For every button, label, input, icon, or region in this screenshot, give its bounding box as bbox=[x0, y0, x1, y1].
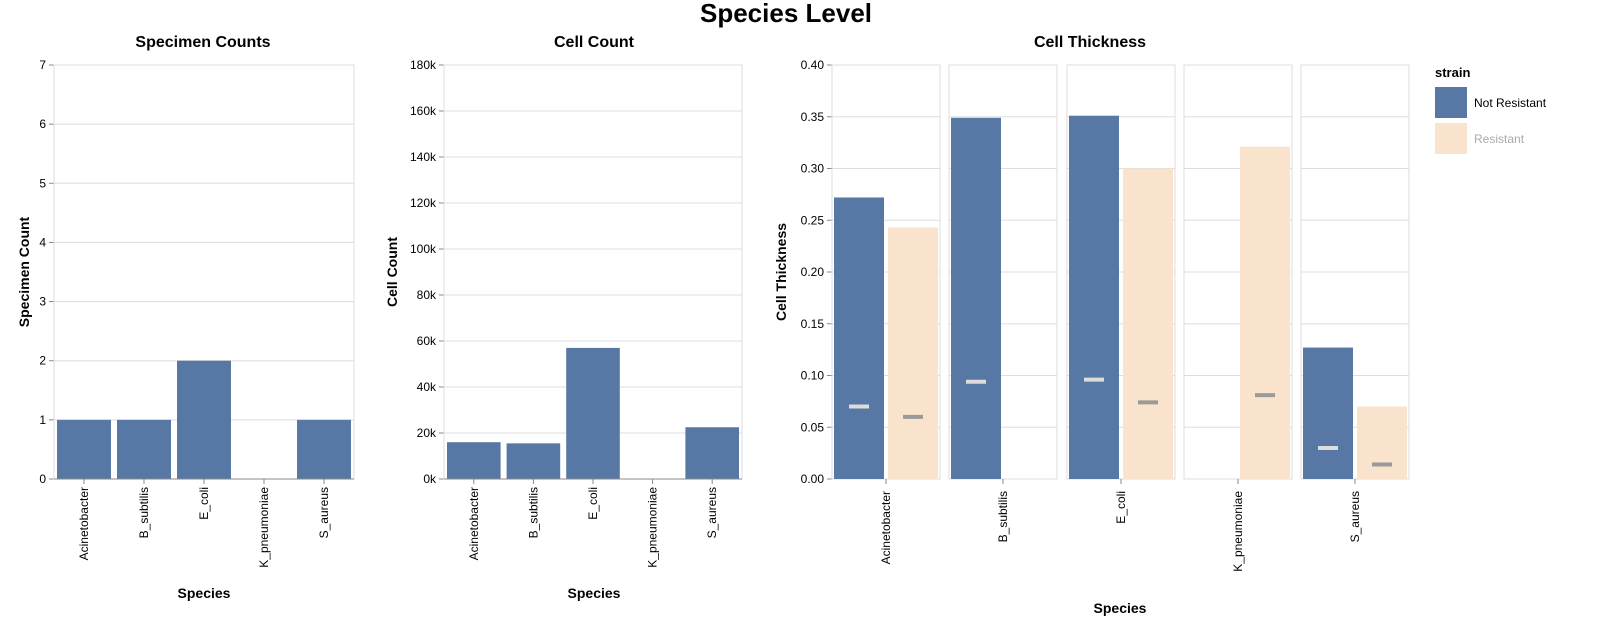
cell-thickness-y-tick-label: 0.15 bbox=[801, 317, 825, 331]
cell-count-y-tick-label: 160k bbox=[410, 104, 437, 118]
legend-title: strain bbox=[1435, 65, 1470, 80]
specimen-counts-y-axis-title: Specimen Count bbox=[16, 216, 32, 327]
cell-thickness-chart: Cell Thickness Species Cell Thickness 0.… bbox=[773, 34, 1410, 616]
cell-count-x-tick-label: K_pneumoniae bbox=[646, 487, 660, 568]
cell-count-chart: Cell Count Species Cell Count 0k 20k 40k 60… bbox=[384, 34, 743, 601]
facet-e-coli: E_coli bbox=[1066, 64, 1176, 524]
legend-swatch-not-resistant bbox=[1435, 87, 1467, 118]
cell-thickness-plot-area: 0.00 0.05 0.10 0.15 0.20 0.25 0.30 0.35 0.40 Acin… bbox=[801, 58, 1410, 572]
specimen-counts-chart: Specimen Counts Species Specimen Count 0… bbox=[16, 34, 355, 601]
cell-count-plot-area: 0k 20k 40k 60k 80k 100k 120k 140k 160k 180k Acinet… bbox=[410, 58, 743, 568]
bar-acinetobacter-resistant bbox=[888, 227, 938, 479]
bar-acinetobacter-not-resistant bbox=[834, 197, 884, 480]
cell-count-y-tick-label: 20k bbox=[417, 426, 437, 440]
cell-count-y-axis-title: Cell Count bbox=[384, 237, 400, 307]
strain-legend: strain Not Resistant Resistant bbox=[1435, 65, 1547, 154]
cell-thickness-y-tick-label: 0.20 bbox=[801, 265, 825, 279]
main-title: Species Level bbox=[700, 0, 872, 28]
cell-count-x-axis-title: Species bbox=[568, 585, 621, 601]
cell-count-y-tick-label: 120k bbox=[410, 196, 437, 210]
cell-thickness-y-tick-label: 0.40 bbox=[801, 58, 825, 72]
specimen-counts-y-tick-label: 2 bbox=[39, 354, 46, 368]
specimen-counts-y-tick-label: 0 bbox=[39, 472, 46, 486]
cell-count-y-tick-label: 180k bbox=[410, 58, 437, 72]
cell-count-y-tick-label: 140k bbox=[410, 150, 437, 164]
cell-count-x-tick-label: B_subtilis bbox=[526, 487, 540, 538]
facet-b-subtilis: B_subtilis bbox=[948, 64, 1058, 542]
cell-count-x-tick-label: Acinetobacter bbox=[467, 487, 481, 560]
bar-s-aureus-not-resistant bbox=[1303, 347, 1353, 479]
cell-thickness-x-tick-label: E_coli bbox=[1114, 491, 1128, 524]
cell-thickness-y-axis-title: Cell Thickness bbox=[773, 223, 789, 321]
bar-b-subtilis-not-resistant bbox=[951, 117, 1001, 479]
cell-count-y-tick-label: 100k bbox=[410, 242, 437, 256]
facet-s-aureus: S_aureus bbox=[1300, 64, 1410, 542]
cell-count-y-tick-label: 80k bbox=[417, 288, 437, 302]
cell-count-x-tick-label: S_aureus bbox=[705, 487, 719, 538]
bar-e-coli-not-resistant bbox=[1069, 115, 1119, 479]
cell-thickness-x-tick-label: S_aureus bbox=[1348, 491, 1362, 542]
cell-thickness-y-tick-label: 0.10 bbox=[801, 369, 825, 383]
specimen-counts-y-tick-label: 4 bbox=[39, 235, 46, 249]
cell-thickness-y-tick-label: 0.05 bbox=[801, 420, 825, 434]
legend-label-not-resistant: Not Resistant bbox=[1474, 96, 1547, 110]
specimen-counts-x-tick-label: K_pneumoniae bbox=[257, 487, 271, 568]
cell-thickness-x-tick-label: Acinetobacter bbox=[879, 491, 893, 564]
specimen-counts-bar-e-coli bbox=[177, 360, 231, 479]
cell-thickness-y-tick-label: 0.30 bbox=[801, 162, 825, 176]
specimen-counts-plot-area: 0 1 2 3 4 5 6 7 Acinetobacter B_subtilis E_coli K_p… bbox=[39, 58, 355, 568]
cell-count-bar-b-subtilis bbox=[506, 443, 561, 479]
cell-thickness-x-tick-label: K_pneumoniae bbox=[1231, 491, 1245, 572]
cell-count-x-tick-label: E_coli bbox=[586, 487, 600, 520]
specimen-counts-x-tick-label: E_coli bbox=[197, 487, 211, 520]
specimen-counts-bar-b-subtilis bbox=[117, 419, 171, 479]
bar-k-pneumoniae-resistant bbox=[1240, 146, 1290, 479]
cell-thickness-y-tick-label: 0.35 bbox=[801, 110, 825, 124]
facet-k-pneumoniae: K_pneumoniae bbox=[1183, 64, 1293, 572]
specimen-counts-bar-acinetobacter bbox=[57, 419, 111, 479]
cell-thickness-title: Cell Thickness bbox=[1034, 34, 1146, 51]
specimen-counts-x-tick-label: B_subtilis bbox=[137, 487, 151, 538]
cell-count-bar-e-coli bbox=[566, 347, 620, 479]
cell-count-y-tick-label: 60k bbox=[417, 334, 437, 348]
specimen-counts-y-tick-label: 3 bbox=[39, 295, 46, 309]
specimen-counts-x-tick-label: S_aureus bbox=[317, 487, 331, 538]
specimen-counts-x-tick-label: Acinetobacter bbox=[77, 487, 91, 560]
bar-s-aureus-resistant bbox=[1357, 406, 1407, 479]
specimen-counts-y-tick-label: 7 bbox=[39, 58, 46, 72]
cell-count-bar-s-aureus bbox=[685, 427, 739, 479]
specimen-counts-x-axis-title: Species bbox=[178, 585, 231, 601]
cell-thickness-x-axis-title: Species bbox=[1094, 600, 1147, 616]
cell-count-title: Cell Count bbox=[554, 34, 635, 51]
bar-e-coli-resistant bbox=[1123, 168, 1173, 479]
cell-count-y-tick-label: 40k bbox=[417, 380, 437, 394]
cell-thickness-y-tick-label: 0.25 bbox=[801, 213, 825, 227]
specimen-counts-title: Specimen Counts bbox=[135, 34, 270, 51]
cell-count-y-tick-label: 0k bbox=[423, 472, 437, 486]
cell-count-bar-acinetobacter bbox=[447, 442, 501, 479]
specimen-counts-y-tick-label: 6 bbox=[39, 117, 46, 131]
specimen-counts-y-tick-label: 5 bbox=[39, 176, 46, 190]
facet-acinetobacter: Acinetobacter bbox=[831, 64, 941, 564]
legend-swatch-resistant bbox=[1435, 123, 1467, 154]
cell-thickness-x-tick-label: B_subtilis bbox=[996, 491, 1010, 542]
specimen-counts-bar-s-aureus bbox=[297, 419, 351, 479]
legend-label-resistant: Resistant bbox=[1474, 132, 1525, 146]
specimen-counts-y-tick-label: 1 bbox=[39, 413, 46, 427]
cell-thickness-y-tick-label: 0.00 bbox=[801, 472, 825, 486]
